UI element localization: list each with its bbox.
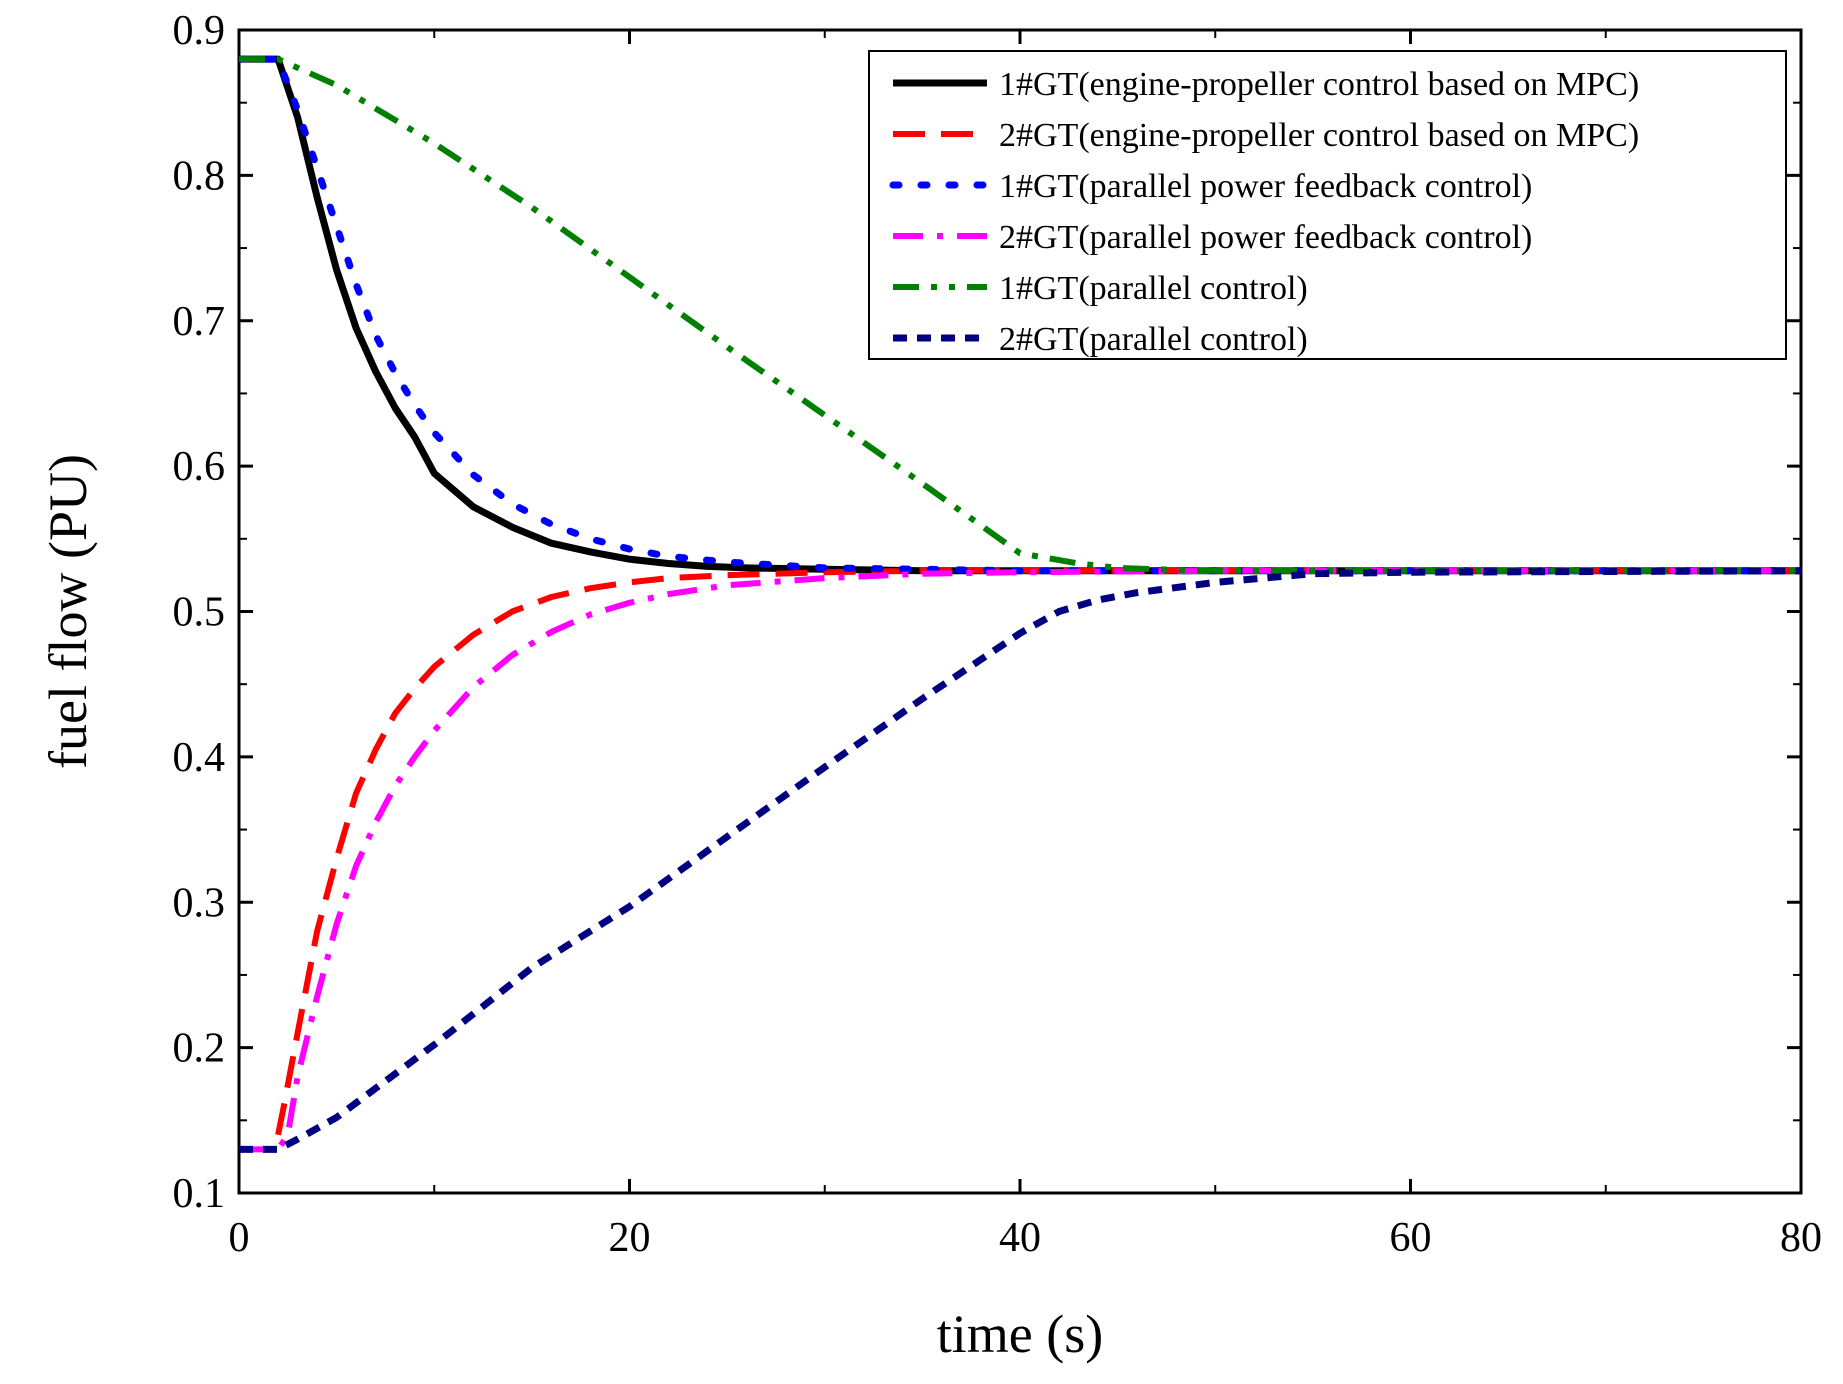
legend-label-5: 1#GT(parallel control) [999, 270, 1308, 307]
x-axis-title: time (s) [937, 1304, 1103, 1364]
y-tick-label: 0.5 [173, 590, 226, 636]
series-line-4 [239, 567, 1801, 1153]
legend-label-3: 1#GT(parallel power feedback control) [999, 168, 1532, 205]
legend-box [868, 50, 1787, 360]
x-tick-label: 40 [999, 1215, 1041, 1261]
series-layer [239, 55, 1801, 1153]
y-tick-label: 0.6 [173, 444, 226, 490]
legend: 1#GT(engine-propeller control based on M… [868, 50, 1787, 360]
legend-label-6: 2#GT(parallel control) [999, 321, 1308, 358]
x-tick-label: 80 [1780, 1215, 1822, 1261]
series-line-5 [239, 56, 1801, 574]
y-tick-label: 0.7 [173, 299, 226, 345]
ticks-layer: 0 20 40 60 80 0.1 0.2 0.3 0.4 0.5 0.6 0.7 0.8 0.9 [173, 8, 1823, 1261]
y-axis-title: fuel flow (PU) [38, 454, 98, 769]
legend-label-4: 2#GT(parallel power feedback control) [999, 219, 1532, 256]
x-tick-label: 20 [609, 1215, 651, 1261]
legend-label-2: 2#GT(engine-propeller control based on M… [999, 117, 1639, 154]
y-tick-label: 0.2 [173, 1026, 226, 1072]
x-tick-label: 0 [229, 1215, 250, 1261]
legend-label-1: 1#GT(engine-propeller control based on M… [999, 66, 1639, 103]
y-tick-label: 0.1 [173, 1171, 226, 1217]
series-line-2 [275, 567, 1801, 1136]
x-tick-label: 60 [1390, 1215, 1432, 1261]
y-tick-label: 0.3 [173, 880, 226, 926]
y-tick-label: 0.8 [173, 153, 226, 199]
series-line-6 [239, 567, 1801, 1153]
series-line-3 [239, 55, 1801, 575]
y-tick-label: 0.4 [173, 735, 226, 781]
y-tick-label: 0.9 [173, 8, 226, 54]
